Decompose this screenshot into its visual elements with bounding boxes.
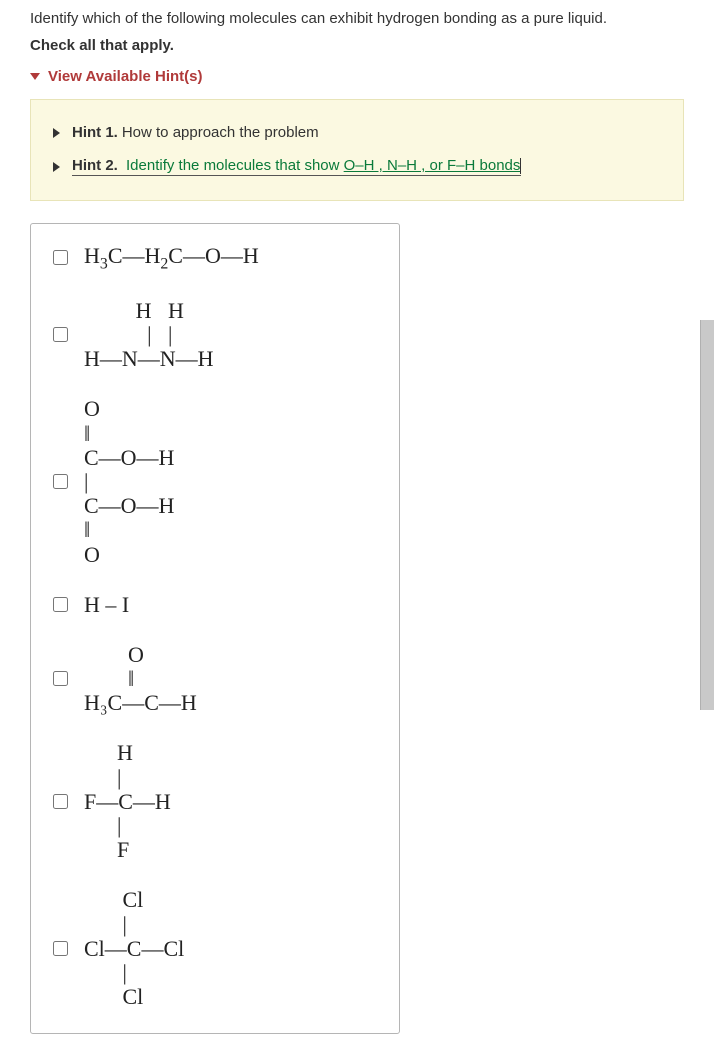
hint-1[interactable]: Hint 1. How to approach the problem [53,116,661,149]
hints-panel: Hint 1. How to approach the problem Hint… [30,99,684,201]
molecule-7: Cl | Cl—C—Cl | Cl [84,888,184,1009]
option-6[interactable]: H | F—C—H | F [49,741,381,862]
molecule-1: H3C—H2C—O—H [84,244,259,273]
hint2-label: Hint 2. [72,157,118,174]
hint-2[interactable]: Hint 2. Identify the molecules that show… [53,149,661,184]
molecule-2: H H | | H—N—N—H [84,299,214,372]
caret-right-icon [53,128,60,138]
options-box: H3C—H2C—O—H H H | | H—N—N—H O ‖ C—O—H | … [30,223,400,1034]
checkbox-opt7[interactable] [53,941,68,956]
hint1-text: How to approach the problem [122,124,319,141]
molecule-4: H – I [84,593,129,617]
question-prompt: Identify which of the following molecule… [30,10,684,27]
molecule-5: O ‖ H₃C—C—H [84,643,197,716]
checkbox-opt5[interactable] [53,671,68,686]
scrollbar[interactable] [700,320,714,710]
molecule-6: H | F—C—H | F [84,741,171,862]
option-2[interactable]: H H | | H—N—N—H [49,299,381,372]
hint2-prefix: Identify the molecules that show [126,157,344,174]
hint2-bonds: O–H , N–H , or F–H bonds [344,157,521,174]
option-4[interactable]: H – I [49,593,381,617]
checkbox-opt3[interactable] [53,474,68,489]
option-5[interactable]: O ‖ H₃C—C—H [49,643,381,716]
molecule-3: O ‖ C—O—H | C—O—H ‖ O [84,397,174,566]
option-1[interactable]: H3C—H2C—O—H [49,244,381,273]
text-cursor-icon [520,158,521,174]
checkbox-opt1[interactable] [53,250,68,265]
caret-down-icon [30,73,40,80]
hints-toggle-label: View Available Hint(s) [48,68,203,85]
hints-toggle[interactable]: View Available Hint(s) [30,68,684,85]
caret-right-icon [53,162,60,172]
checkbox-opt6[interactable] [53,794,68,809]
question-instruction: Check all that apply. [30,37,684,54]
checkbox-opt2[interactable] [53,327,68,342]
option-3[interactable]: O ‖ C—O—H | C—O—H ‖ O [49,397,381,566]
option-7[interactable]: Cl | Cl—C—Cl | Cl [49,888,381,1009]
hint1-label: Hint 1. [72,124,118,141]
checkbox-opt4[interactable] [53,597,68,612]
